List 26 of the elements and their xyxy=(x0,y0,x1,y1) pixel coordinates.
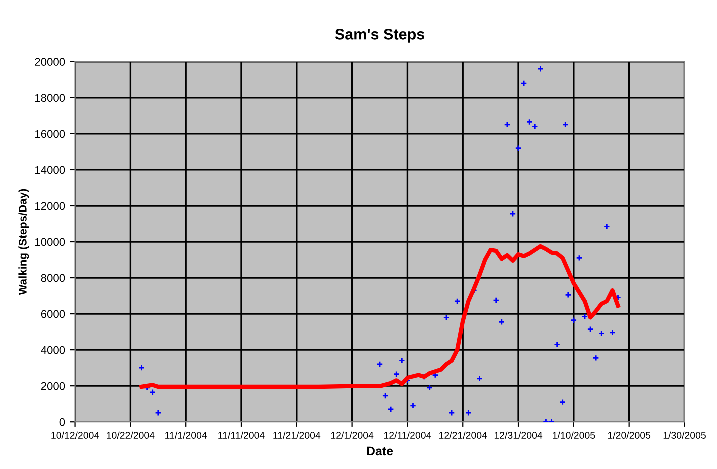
chart-title: Sam's Steps xyxy=(335,29,425,43)
x-tick-label: 10/12/2004 xyxy=(52,432,100,439)
x-tick-label: 11/11/2004 xyxy=(218,432,265,439)
x-tick-label: 1/20/2005 xyxy=(608,432,651,439)
x-tick-label: 1/30/2005 xyxy=(664,432,706,439)
y-tick-label: 16000 xyxy=(36,130,66,138)
y-tick-label: 14000 xyxy=(36,166,66,174)
y-tick-label: 8000 xyxy=(41,274,66,282)
x-tick-label: 12/21/2004 xyxy=(440,432,488,439)
y-axis-title: Walking (Steps/Day) xyxy=(18,189,30,296)
x-tick-label: 1/10/2005 xyxy=(553,432,596,439)
y-tick-label: 4000 xyxy=(41,346,66,354)
y-tick-label: 20000 xyxy=(35,58,66,66)
y-tick-label: 12000 xyxy=(36,202,66,210)
y-tick-label: 10000 xyxy=(36,238,66,246)
x-tick-label: 12/11/2004 xyxy=(384,432,432,439)
x-tick-label: 11/1/2004 xyxy=(166,432,208,439)
x-tick-label: 12/31/2004 xyxy=(494,432,543,439)
y-tick-label: 0 xyxy=(60,418,66,426)
y-tick-label: 6000 xyxy=(41,310,66,318)
y-tick-label: 18000 xyxy=(36,94,66,102)
x-axis-title: Date xyxy=(367,446,394,456)
x-tick-label: 12/1/2004 xyxy=(331,432,374,439)
x-tick-label: 11/21/2004 xyxy=(274,432,321,439)
y-tick-label: 2000 xyxy=(41,382,66,390)
x-tick-label: 10/22/2004 xyxy=(107,432,155,439)
